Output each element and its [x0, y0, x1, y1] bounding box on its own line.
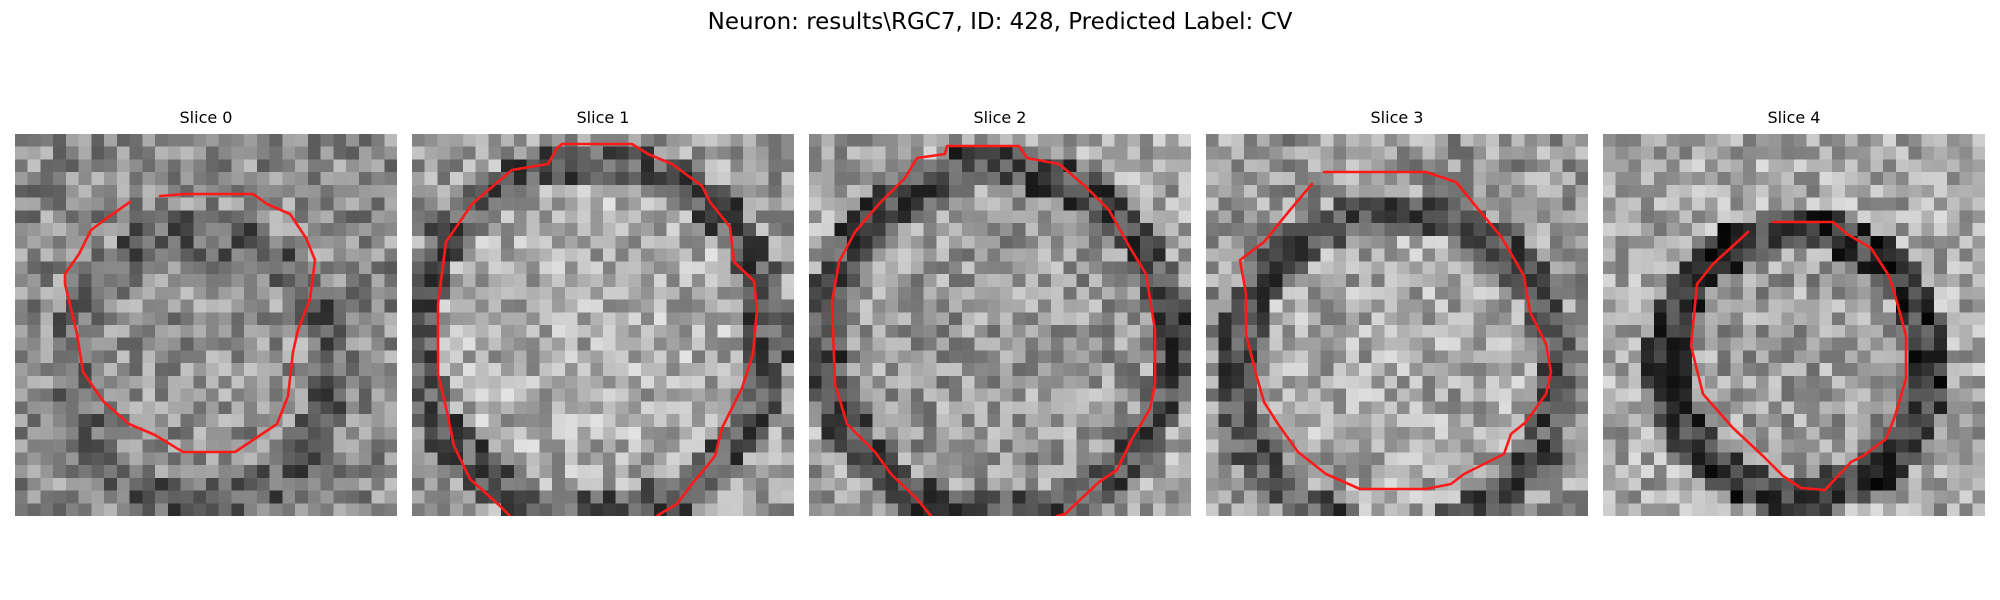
slice-2-pixels: [809, 134, 1191, 516]
slice-3-contour: [1238, 170, 1553, 491]
slice-1-contour: [436, 142, 759, 516]
slice-image-0: [15, 134, 397, 516]
slice-1-pixels: [412, 134, 794, 516]
slice-panel-2: Slice 2: [809, 108, 1191, 516]
slice-title-3: Slice 3: [1370, 108, 1424, 127]
slice-panel-3: Slice 3: [1206, 108, 1588, 516]
slice-panel-4: Slice 4: [1603, 108, 1985, 516]
slice-0-contour: [63, 192, 317, 454]
slice-title-2: Slice 2: [973, 108, 1027, 127]
slice-panel-1: Slice 1: [412, 108, 794, 516]
slice-title-4: Slice 4: [1767, 108, 1821, 127]
slice-4-pixels: [1603, 134, 1985, 516]
slice-title-0: Slice 0: [179, 108, 233, 127]
slice-4-contour: [1689, 220, 1908, 492]
slice-0-pixels: [15, 134, 397, 516]
slice-image-4: [1603, 134, 1985, 516]
slice-2-contour: [830, 144, 1157, 516]
slice-image-3: [1206, 134, 1588, 516]
slice-title-1: Slice 1: [576, 108, 630, 127]
slice-3-pixels: [1206, 134, 1588, 516]
figure-title: Neuron: results\RGC7, ID: 428, Predicted…: [707, 9, 1293, 35]
slice-image-2: [809, 134, 1191, 516]
slice-image-1: [412, 134, 794, 516]
slice-panel-0: Slice 0: [15, 108, 397, 516]
